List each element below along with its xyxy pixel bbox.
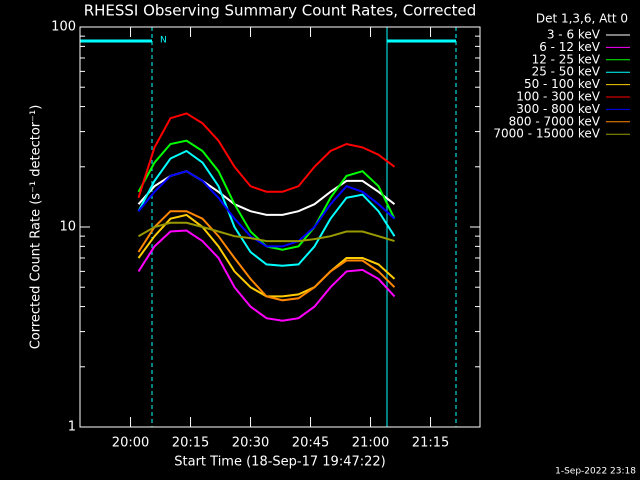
- series-line: [137, 210, 396, 302]
- legend-label: 800 - 7000 keV: [509, 114, 601, 128]
- series-line: [137, 170, 396, 216]
- x-tick-label: 20:30: [232, 436, 269, 451]
- x-axis-label: Start Time (18-Sep-17 19:47:22): [174, 455, 385, 470]
- night-label: N: [160, 36, 167, 46]
- legend-label: 25 - 50 keV: [532, 65, 601, 79]
- series-line: [137, 170, 396, 248]
- chart-title: RHESSI Observing Summary Count Rates, Co…: [84, 2, 477, 20]
- legend-label: 6 - 12 keV: [539, 40, 601, 54]
- series-line: [137, 149, 396, 267]
- x-tick-label: 21:15: [412, 436, 449, 451]
- y-axis-label: Corrected Count Rate (s⁻¹ detector⁻¹): [29, 105, 44, 350]
- series-line: [137, 229, 396, 322]
- x-tick-label: 20:00: [112, 436, 149, 451]
- series-line: [137, 213, 396, 298]
- series-line: [138, 221, 395, 243]
- legend-label: 3 - 6 keV: [547, 28, 601, 42]
- x-tick-label: 20:45: [292, 436, 329, 451]
- y-tick-label: 10: [59, 220, 76, 235]
- series-line: [137, 112, 396, 199]
- y-tick-label: 100: [51, 20, 76, 35]
- legend-label: 300 - 800 keV: [516, 102, 600, 116]
- plot-frame: [79, 26, 481, 428]
- legend-title: Det 1,3,6, Att 0: [536, 12, 628, 26]
- legend-label: 12 - 25 keV: [532, 52, 601, 66]
- x-tick-label: 21:00: [352, 436, 389, 451]
- legend-label: 100 - 300 keV: [516, 90, 600, 104]
- timestamp: 1-Sep-2022 23:18: [555, 467, 636, 477]
- legend-label: 50 - 100 keV: [524, 77, 601, 91]
- y-tick-label: 1: [68, 420, 76, 435]
- x-tick-label: 20:15: [172, 436, 209, 451]
- legend-label: 7000 - 15000 keV: [493, 127, 600, 141]
